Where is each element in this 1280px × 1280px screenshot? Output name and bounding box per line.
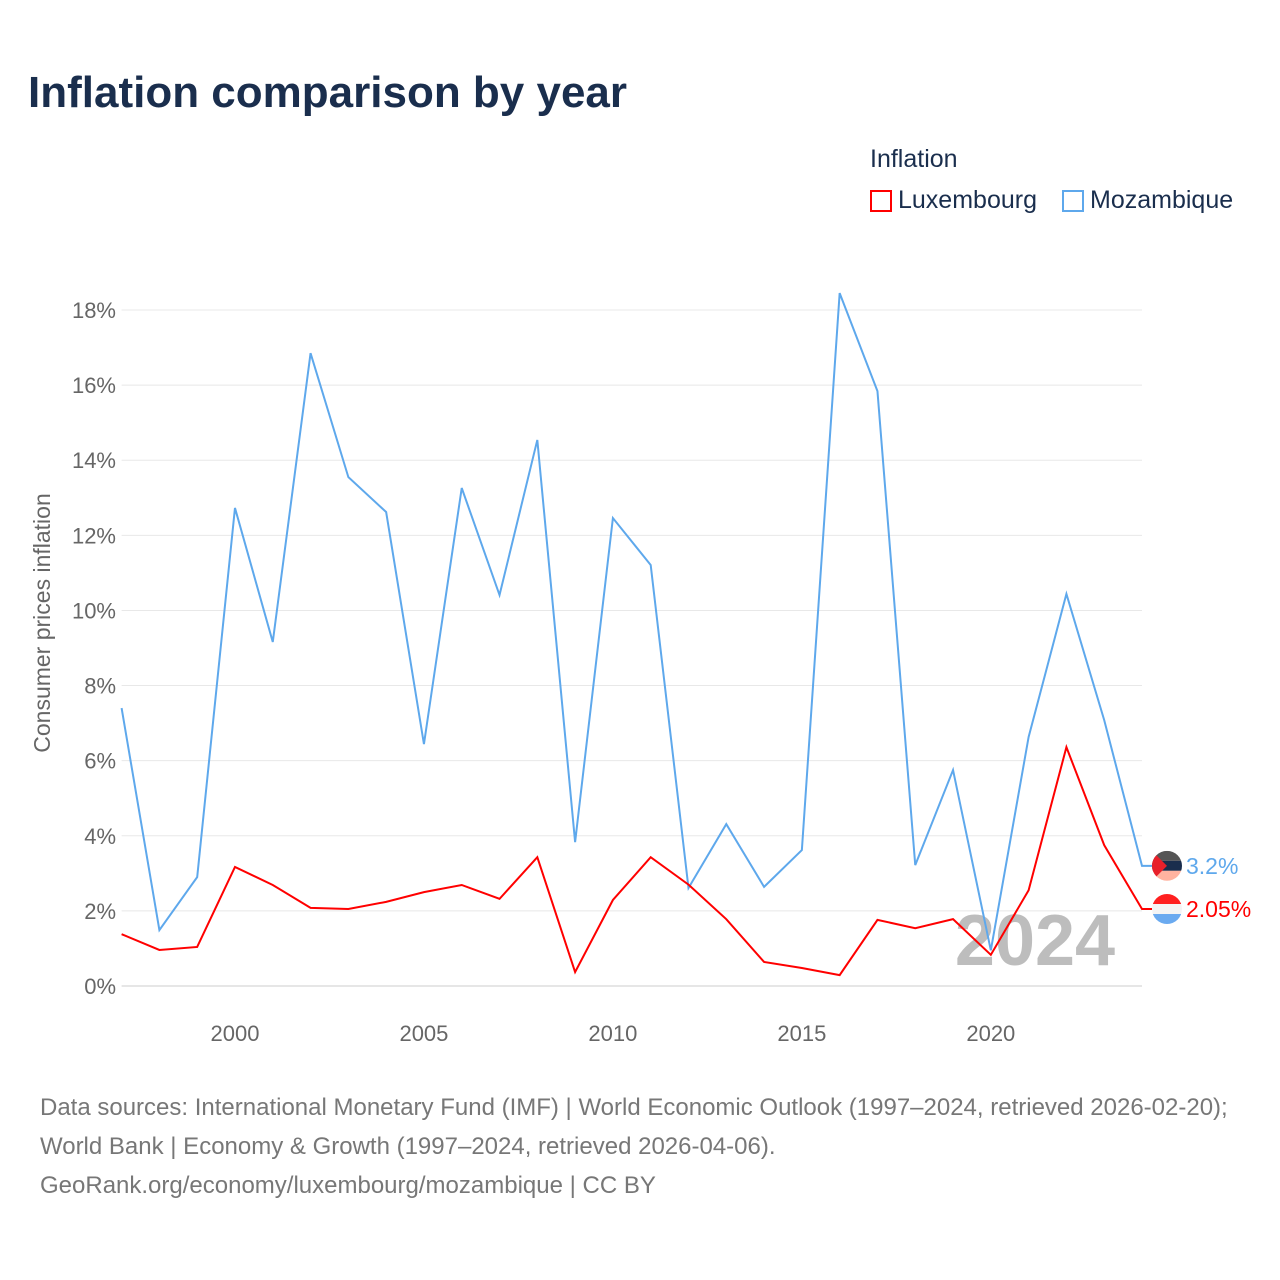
- y-tick-label: 12%: [72, 523, 116, 548]
- legend-label: Luxembourg: [898, 186, 1037, 214]
- x-tick-label: 2000: [211, 1021, 260, 1046]
- y-axis-label: Consumer prices inflation: [29, 493, 55, 753]
- y-tick-label: 0%: [84, 974, 116, 999]
- legend-label: Mozambique: [1090, 186, 1234, 214]
- year-watermark: 2024: [955, 901, 1115, 981]
- legend-item-luxembourg[interactable]: Luxembourg: [870, 186, 1037, 215]
- y-tick-label: 16%: [72, 373, 116, 398]
- y-tick-label: 18%: [72, 298, 116, 323]
- line-chart: 2024 0% 2% 4% 6% 8% 10% 12% 14% 16% 18% 2000 2005 201…: [29, 292, 1251, 1046]
- flag-icon-mozambique: [1152, 850, 1182, 881]
- chart-title: Inflation comparison by year: [28, 68, 628, 117]
- legend-swatch: [1062, 189, 1084, 212]
- end-value-label: 2.05%: [1186, 896, 1251, 922]
- credit-link[interactable]: GeoRank.org/economy/luxembourg/mozambiqu…: [40, 1172, 656, 1199]
- legend-title: Inflation: [870, 145, 958, 173]
- y-tick-label: 10%: [72, 598, 116, 623]
- x-tick-label: 2010: [588, 1021, 637, 1046]
- data-sources: Data sources: International Monetary Fun…: [40, 1094, 1228, 1160]
- legend-item-mozambique[interactable]: Mozambique: [1062, 186, 1233, 215]
- series-line-luxembourg: [121, 743, 1152, 977]
- x-tick-label: 2015: [777, 1021, 826, 1046]
- footer: Data sources: International Monetary Fun…: [40, 1088, 1250, 1205]
- y-tick-label: 2%: [84, 899, 116, 924]
- y-tick-label: 4%: [84, 824, 116, 849]
- x-tick-label: 2020: [966, 1021, 1015, 1046]
- series-line-mozambique: [120, 292, 1152, 951]
- legend-swatch: [870, 189, 892, 212]
- flag-icon-luxembourg: [1152, 894, 1182, 925]
- x-tick-label: 2005: [399, 1021, 448, 1046]
- y-tick-label: 6%: [84, 749, 116, 774]
- y-tick-label: 14%: [72, 448, 116, 473]
- y-tick-label: 8%: [84, 674, 116, 699]
- end-value-label: 3.2%: [1186, 853, 1238, 879]
